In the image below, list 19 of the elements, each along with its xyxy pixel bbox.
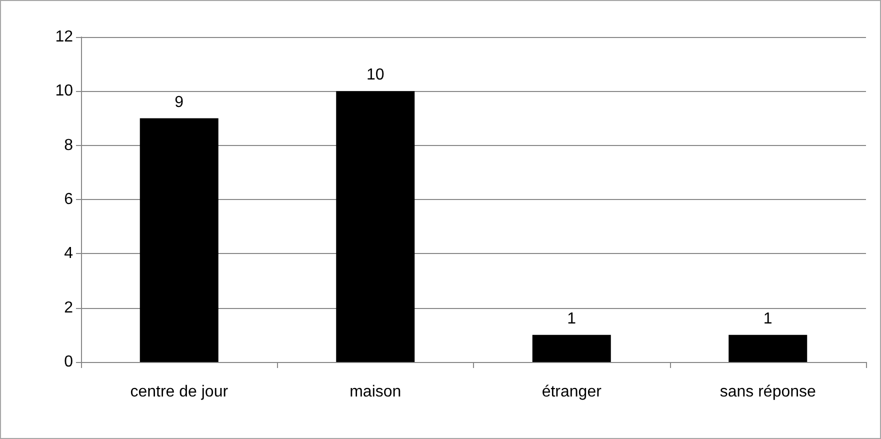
data-label: 10 — [366, 66, 384, 84]
bar — [336, 91, 415, 362]
y-tick-label: 8 — [64, 136, 74, 154]
y-tick-label: 0 — [64, 354, 74, 370]
x-tick-label: sans réponse — [720, 384, 816, 400]
y-tick-label: 4 — [64, 245, 74, 262]
data-label: 1 — [567, 310, 576, 328]
data-label: 1 — [763, 310, 772, 328]
x-tick-label: centre de jour — [130, 384, 229, 400]
bar — [728, 334, 808, 362]
bar — [140, 118, 218, 362]
x-tick-label: étranger — [542, 384, 602, 400]
y-tick-label: 2 — [64, 299, 74, 316]
y-tick-label: 12 — [55, 28, 74, 46]
bar — [532, 334, 611, 362]
y-tick-label: 10 — [55, 82, 74, 100]
data-label: 9 — [174, 94, 184, 111]
y-tick-label: 6 — [64, 191, 74, 208]
x-tick-label: maison — [350, 384, 402, 400]
